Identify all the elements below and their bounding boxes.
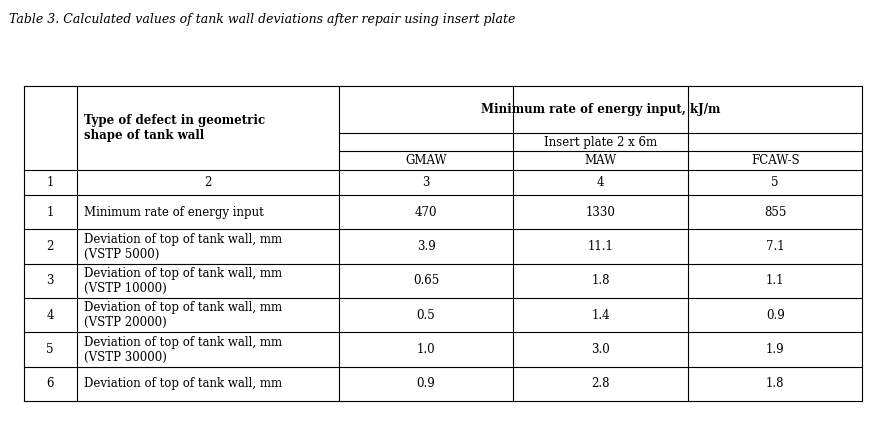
Text: 2: 2 (204, 176, 212, 189)
Text: 1.4: 1.4 (591, 309, 610, 322)
Text: 1.0: 1.0 (416, 343, 435, 356)
Text: 1: 1 (47, 176, 54, 189)
Text: 6: 6 (46, 378, 54, 391)
Text: GMAW: GMAW (405, 155, 447, 168)
Text: 1330: 1330 (586, 206, 616, 219)
Text: 0.65: 0.65 (413, 274, 439, 287)
Text: 11.1: 11.1 (587, 240, 613, 253)
Text: 0.9: 0.9 (766, 309, 784, 322)
Text: Deviation of top of tank wall, mm: Deviation of top of tank wall, mm (84, 378, 282, 391)
Text: 1.9: 1.9 (766, 343, 784, 356)
Text: MAW: MAW (585, 155, 617, 168)
Text: 3.9: 3.9 (416, 240, 435, 253)
Text: Insert plate 2 x 6m: Insert plate 2 x 6m (544, 136, 657, 149)
Text: 4: 4 (46, 309, 54, 322)
Text: Minimum rate of energy input, kJ/m: Minimum rate of energy input, kJ/m (481, 103, 720, 116)
Text: Table 3. Calculated values of tank wall deviations after repair using insert pla: Table 3. Calculated values of tank wall … (9, 13, 516, 26)
Text: Minimum rate of energy input: Minimum rate of energy input (84, 206, 263, 219)
Text: 1.8: 1.8 (591, 274, 610, 287)
Text: 3: 3 (423, 176, 430, 189)
Text: 5: 5 (772, 176, 779, 189)
Text: 3.0: 3.0 (591, 343, 610, 356)
Text: 4: 4 (597, 176, 604, 189)
Text: 470: 470 (415, 206, 438, 219)
Text: Deviation of top of tank wall, mm
(VSTP 10000): Deviation of top of tank wall, mm (VSTP … (84, 267, 282, 295)
Text: 1.8: 1.8 (766, 378, 784, 391)
Text: 0.9: 0.9 (416, 378, 435, 391)
Text: 2: 2 (47, 240, 54, 253)
Text: Deviation of top of tank wall, mm
(VSTP 5000): Deviation of top of tank wall, mm (VSTP … (84, 232, 282, 260)
Text: Deviation of top of tank wall, mm
(VSTP 20000): Deviation of top of tank wall, mm (VSTP … (84, 301, 282, 329)
Text: 0.5: 0.5 (416, 309, 435, 322)
Text: 2.8: 2.8 (591, 378, 610, 391)
Text: 7.1: 7.1 (766, 240, 784, 253)
Text: FCAW-S: FCAW-S (750, 155, 799, 168)
Text: Type of defect in geometric
shape of tank wall: Type of defect in geometric shape of tan… (84, 114, 265, 142)
Text: 3: 3 (46, 274, 54, 287)
Text: 1: 1 (47, 206, 54, 219)
Text: Deviation of top of tank wall, mm
(VSTP 30000): Deviation of top of tank wall, mm (VSTP … (84, 336, 282, 364)
Text: 1.1: 1.1 (766, 274, 784, 287)
Text: 5: 5 (46, 343, 54, 356)
Text: 855: 855 (764, 206, 787, 219)
